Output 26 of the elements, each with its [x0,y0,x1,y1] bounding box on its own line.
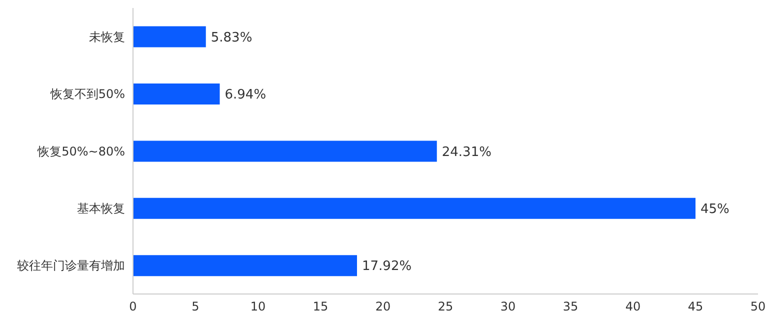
x-tick-label: 40 [625,300,641,314]
x-tick-label: 0 [129,300,137,314]
x-tick-label: 30 [500,300,516,314]
bar [133,26,206,48]
x-tick-label: 35 [562,300,578,314]
x-tick-label: 25 [438,300,454,314]
x-tick-label: 5 [192,300,200,314]
bar [133,198,696,219]
x-tick-label: 45 [688,300,704,314]
x-tick-label: 15 [312,300,328,314]
data-label: 17.92% [362,259,412,274]
data-label: 24.31% [442,144,492,160]
bar [133,255,357,276]
data-label: 45% [700,202,730,218]
x-tick-label: 50 [750,300,766,314]
bar [133,84,220,105]
x-tick-label: 20 [375,300,391,314]
y-tick-label: 恢复50%~80% [36,144,125,158]
data-label: 6.94% [224,88,266,103]
y-tick-label: 未恢复 [89,30,125,44]
y-tick-label: 基本恢复 [77,201,125,216]
x-tick-label: 10 [250,300,266,314]
y-tick-label: 恢复不到50% [49,87,125,102]
data-label: 5.83% [210,30,252,46]
bar [133,140,437,162]
y-tick-label: 较往年门诊量有增加 [17,258,125,273]
